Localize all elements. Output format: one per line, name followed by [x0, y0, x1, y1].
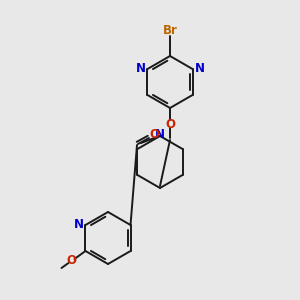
Text: O: O	[149, 128, 159, 142]
Text: O: O	[67, 254, 76, 268]
Text: Br: Br	[163, 23, 177, 37]
Text: N: N	[155, 128, 165, 142]
Text: N: N	[194, 62, 205, 76]
Text: O: O	[165, 118, 175, 130]
Text: N: N	[74, 218, 83, 230]
Text: N: N	[136, 62, 146, 76]
